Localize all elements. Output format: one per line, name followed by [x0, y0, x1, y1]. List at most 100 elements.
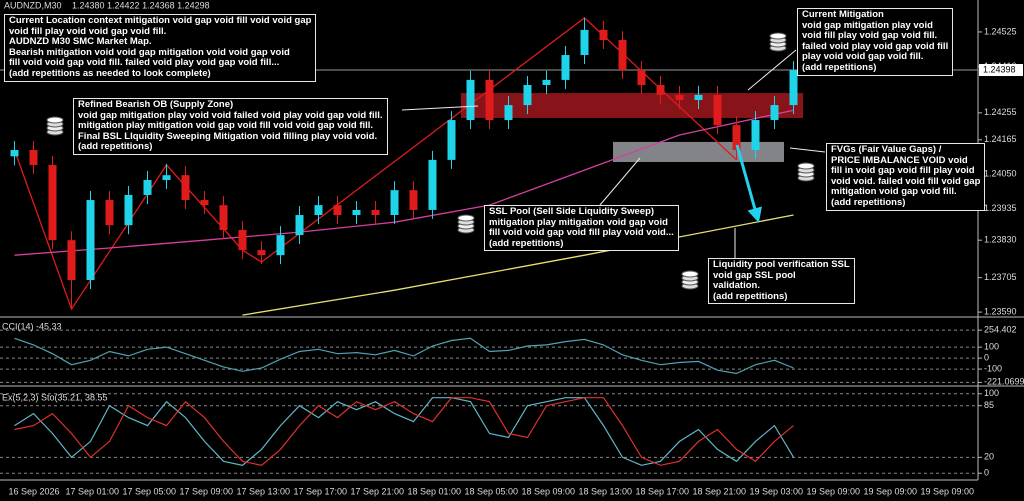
y-tick-label: 1.23705	[984, 272, 1017, 282]
annotation-line: void gap SSL pool	[713, 269, 796, 281]
candle-body	[105, 200, 114, 226]
annotation-line: (add repetitions)	[831, 196, 906, 208]
candle-body	[561, 55, 570, 80]
y-tick-label: 0	[984, 352, 989, 362]
candle-body	[219, 205, 228, 231]
candle-body	[67, 240, 76, 281]
y-tick-label: -221.0699	[984, 377, 1024, 387]
candle-body	[713, 94, 722, 126]
annotation-line: failed void play void gap void fill	[802, 40, 949, 52]
y-tick-label: 85	[984, 400, 994, 410]
candle-body	[371, 209, 380, 216]
candle-body	[333, 205, 342, 216]
candle-body	[523, 84, 532, 106]
y-tick-label: 1.23590	[984, 306, 1017, 316]
x-tick-label: 18 Sep 09:00	[522, 486, 576, 496]
y-tick-label: 1.24165	[984, 134, 1017, 144]
x-tick-label: 17 Sep 05:00	[123, 486, 177, 496]
candle-body	[200, 200, 209, 206]
coin-icon	[457, 214, 475, 234]
symbol-label: AUDNZD,M30	[4, 0, 62, 10]
annotation-line: Refined Bearish OB (Supply Zone)	[78, 99, 234, 110]
pointer	[747, 49, 797, 91]
candle-body	[257, 250, 266, 256]
current-price-label: 1.24398	[983, 64, 1016, 74]
annotation-line: Liquidity pool verification SSL	[713, 259, 850, 270]
annotation-line: void void. failed void fill void gap	[831, 175, 981, 187]
candle-body	[295, 215, 304, 236]
pointer	[401, 105, 479, 111]
candle-body	[504, 105, 513, 121]
candle-body	[10, 150, 19, 157]
annotation-line: FVGs (Fair Value Gaps) /	[831, 144, 942, 155]
x-tick-label: 18 Sep 01:00	[408, 486, 462, 496]
candle-body	[276, 235, 285, 256]
candle-body	[390, 190, 399, 216]
x-tick-label: 17 Sep 21:00	[351, 486, 405, 496]
annotation-line: void gap mitigation play void void faile…	[78, 109, 383, 121]
pointer	[789, 147, 826, 153]
candle-body	[86, 200, 95, 281]
candle-body	[656, 84, 665, 95]
coin-icon	[681, 270, 699, 290]
candle-body	[485, 79, 494, 121]
candle-body	[162, 175, 171, 180]
indicator-line	[14, 397, 794, 466]
x-tick-label: 19 Sep 09:00	[864, 486, 918, 496]
y-tick-label: 1.24255	[984, 107, 1017, 117]
candle-body	[124, 194, 133, 226]
annotation-line: PRICE IMBALANCE VOID void	[831, 154, 968, 166]
x-tick-label: 18 Sep 21:00	[693, 486, 747, 496]
pointers	[401, 49, 826, 258]
y-tick-label: 100	[984, 388, 999, 398]
candle-body	[314, 205, 323, 216]
coin-icon	[46, 116, 64, 136]
x-tick-label: 18 Sep 17:00	[636, 486, 690, 496]
candle-body	[409, 190, 418, 210]
indicator-line	[242, 214, 794, 316]
annotation-line: play void void gap void fill.	[802, 51, 924, 63]
annotation-line: fill in void gap void fill play void	[831, 165, 975, 177]
y-tick-label: 1.24525	[984, 26, 1017, 36]
y-tick-label: 100	[984, 341, 999, 351]
x-tick-label: 18 Sep 05:00	[465, 486, 519, 496]
candle-body	[447, 120, 456, 160]
annotation-line: mitigation void gap void fill.	[831, 186, 957, 198]
quote-label: 1.24380 1.24422 1.24368 1.24298	[72, 0, 210, 10]
annotation-box: Current Mitigation void gap mitigation pl…	[797, 8, 954, 76]
annotation-line: (add repetitions)	[489, 237, 564, 249]
y-tick-label: 1.23935	[984, 203, 1017, 213]
y-tick-label: 254.402	[984, 325, 1017, 335]
candle-body	[238, 230, 247, 251]
pointer	[599, 157, 641, 206]
annotation-box: Current Location context mitigation void…	[4, 14, 317, 82]
candle-body	[751, 120, 760, 151]
candle-body	[580, 29, 589, 56]
candle-body	[618, 40, 627, 71]
y-tick-label: 1.24050	[984, 169, 1017, 179]
annotation-line: fill void void gap void fill. failed voi…	[9, 57, 280, 69]
x-tick-label: 18 Sep 13:00	[579, 486, 633, 496]
candle-body	[542, 79, 551, 85]
candle-body	[466, 79, 475, 121]
annotation-line: (add repetitions as needed to look compl…	[9, 67, 211, 79]
y-tick-label: 0	[984, 468, 989, 478]
annotation-box: SSL Pool (Sell Side Liquidity Sweep) miti…	[484, 205, 679, 252]
coin-icon	[797, 162, 815, 182]
y-tick-label: 1.23830	[984, 235, 1017, 245]
x-tick-label: 17 Sep 13:00	[237, 486, 291, 496]
candle-body	[770, 105, 779, 121]
arrow	[735, 144, 762, 223]
candle-body	[48, 164, 57, 241]
panel-title: Ex(5,2,3) Sto(35.21, 38.55	[2, 392, 108, 402]
candle-body	[789, 70, 798, 106]
annotation-line: SSL Pool (Sell Side Liquidity Sweep)	[489, 206, 655, 217]
x-tick-label: 17 Sep 09:00	[180, 486, 234, 496]
candle-body	[143, 179, 152, 195]
annotation-line: (add repetitions)	[802, 61, 877, 73]
x-tick-label: 16 Sep 2026	[9, 486, 60, 496]
indicator-line	[14, 337, 794, 375]
x-tick-label: 19 Sep 09:00	[921, 486, 975, 496]
annotation-line: Bearish mitigation void void gap mitigat…	[9, 46, 290, 58]
